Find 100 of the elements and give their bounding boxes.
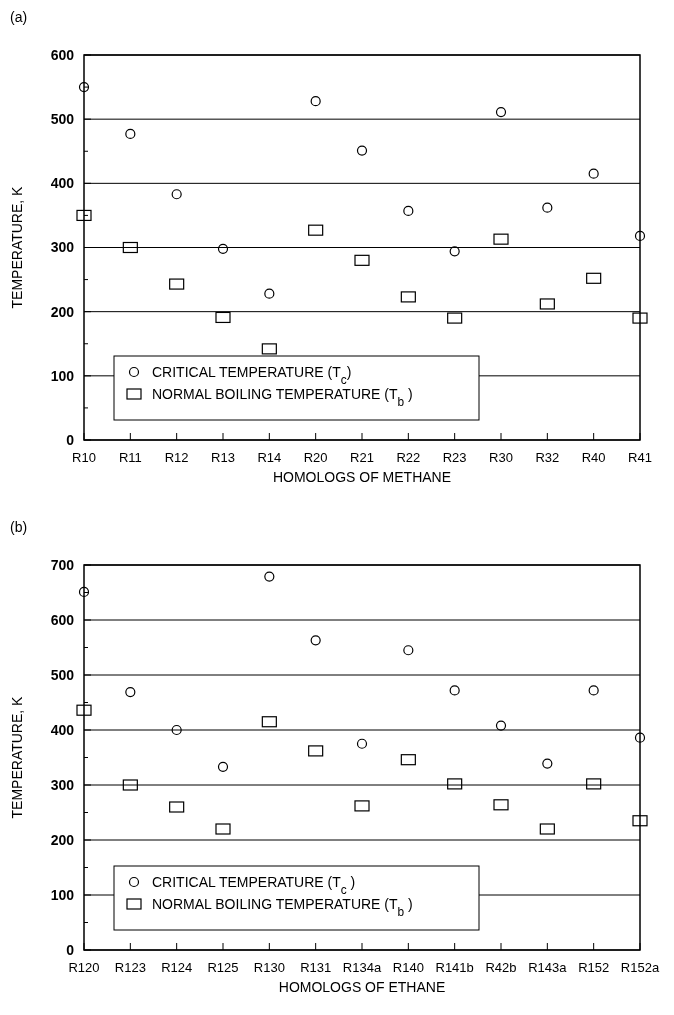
y-tick-label: 400: [50, 175, 75, 192]
point: [403, 645, 414, 656]
point: [400, 291, 416, 303]
x-axis-title: HOMOLOGS OF METHANE: [272, 469, 452, 485]
x-axis-title: HOMOLOGS OF ETHANE: [278, 979, 446, 995]
point: [215, 823, 231, 835]
point: [586, 272, 602, 284]
y-axis-title: TEMPERATURE, K: [9, 185, 25, 309]
x-tick-label: R152a: [620, 960, 660, 975]
y-tick-label: 200: [50, 831, 75, 848]
x-tick-label: R10: [72, 450, 96, 465]
y-tick-label: 600: [50, 46, 75, 63]
point: [354, 800, 370, 812]
point: [261, 716, 277, 728]
x-tick-label: R30: [489, 450, 513, 465]
x-tick-label: R13: [211, 450, 235, 465]
x-tick-label: R134a: [342, 960, 382, 975]
point: [449, 246, 460, 257]
y-tick-label: 300: [50, 239, 75, 256]
x-tick-label: R32: [535, 450, 560, 465]
y-axis-title: TEMPERATURE, K: [9, 695, 25, 819]
point: [76, 704, 92, 716]
y-tick-label: 0: [66, 431, 75, 448]
y-tick-label: 500: [50, 666, 75, 683]
point: [542, 202, 553, 213]
point: [122, 779, 138, 791]
point: [403, 205, 414, 217]
point: [308, 224, 324, 236]
point: [539, 298, 555, 310]
point: [310, 635, 321, 646]
chart-title: (b): [10, 519, 28, 535]
point: [354, 254, 370, 266]
x-tick-label: R123: [114, 960, 146, 975]
legend-label: NORMAL BOILING TEMPERATURE (T$_{b}$ ): [152, 896, 413, 919]
x-tick-label: R22: [396, 450, 421, 465]
point: [169, 278, 185, 290]
point: [264, 288, 275, 299]
point: [76, 209, 92, 222]
x-tick-label: R23: [442, 450, 467, 465]
point: [122, 241, 138, 254]
point: [400, 754, 416, 766]
y-tick-label: 600: [50, 611, 75, 628]
point: [356, 145, 368, 156]
point: [261, 343, 277, 355]
point: [447, 312, 463, 324]
point: [634, 230, 646, 242]
x-tick-label: R14: [257, 450, 282, 465]
x-tick-label: R125: [207, 960, 239, 975]
point: [308, 745, 324, 757]
x-tick-label: R124: [161, 960, 193, 975]
chart-title: (a): [10, 9, 28, 25]
x-tick-label: R140: [392, 960, 424, 975]
x-tick-label: R152: [578, 960, 610, 975]
x-tick-label: R143a: [528, 960, 568, 975]
y-tick-label: 200: [50, 303, 75, 320]
point: [634, 732, 646, 743]
x-tick-label: R20: [303, 450, 328, 465]
y-tick-label: 400: [50, 721, 75, 738]
x-tick-label: R41: [628, 450, 652, 465]
point: [78, 81, 90, 93]
y-tick-label: 300: [50, 776, 75, 793]
legend-label: CRITICAL TEMPERATURE (T$_{c}$): [152, 364, 352, 387]
x-tick-label: R42b: [485, 960, 517, 975]
point: [356, 738, 368, 749]
point: [588, 168, 599, 179]
y-tick-label: 100: [50, 367, 75, 384]
point: [495, 107, 507, 118]
point: [539, 823, 555, 835]
point: [217, 761, 229, 772]
point: [125, 128, 136, 140]
y-tick-label: 0: [66, 941, 75, 958]
x-tick-label: R12: [164, 450, 189, 465]
point: [588, 685, 599, 696]
point: [449, 685, 460, 696]
x-tick-label: R130: [253, 960, 285, 975]
x-tick-label: R21: [350, 450, 374, 465]
point: [447, 778, 463, 790]
point: [171, 189, 182, 200]
point: [586, 778, 602, 790]
point: [493, 233, 509, 245]
y-tick-label: 100: [50, 886, 75, 903]
y-tick-label: 500: [50, 111, 75, 128]
point: [78, 586, 90, 598]
point: [217, 243, 229, 254]
x-tick-label: R120: [68, 960, 100, 975]
point: [310, 96, 321, 107]
x-tick-label: R141b: [435, 960, 474, 975]
point: [542, 758, 553, 769]
x-tick-label: R131: [300, 960, 332, 975]
point: [171, 724, 182, 736]
legend-label: CRITICAL TEMPERATURE (T$_{c}$ ): [152, 874, 356, 897]
point: [493, 799, 509, 811]
y-tick-label: 700: [50, 556, 75, 573]
point: [495, 720, 507, 731]
legend-label: NORMAL BOILING TEMPERATURE (T$_{b}$ ): [152, 386, 413, 409]
point: [169, 801, 185, 813]
point: [215, 311, 231, 324]
point: [632, 815, 648, 827]
x-tick-label: R40: [581, 450, 606, 465]
x-tick-label: R11: [118, 450, 142, 465]
